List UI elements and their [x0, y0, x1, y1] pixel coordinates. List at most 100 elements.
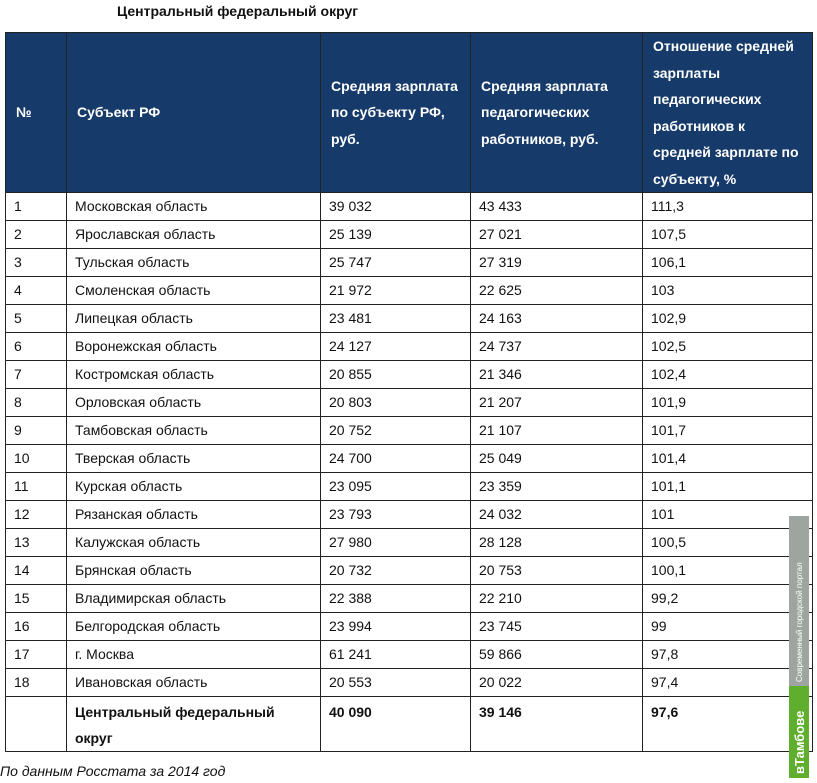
cell-subject: Владимирская область: [66, 584, 321, 613]
watermark-logo: Современный городской портал вТамбове: [789, 516, 809, 778]
cell-subject: Калужская область: [66, 528, 321, 557]
cell-avg-salary: 20 803: [320, 388, 471, 417]
cell-avg-salary: 20 553: [320, 668, 471, 697]
table-header: № Субъект РФ Средняя зарплата по субъект…: [5, 32, 813, 193]
table-row: 16 Белгородская область 23 994 23 745 99: [5, 612, 813, 641]
cell-num: 13: [5, 528, 67, 557]
cell-num: 3: [5, 248, 67, 277]
cell-teacher-salary: 24 032: [470, 500, 643, 529]
header-teacher-salary: Средняя зарплата педагогических работник…: [470, 32, 643, 193]
cell-teacher-salary: 23 359: [470, 472, 643, 501]
cell-teacher-salary: 27 319: [470, 248, 643, 277]
cell-num: 15: [5, 584, 67, 613]
watermark-brand: вТамбове: [789, 686, 809, 778]
cell-ratio: 102,9: [642, 304, 813, 333]
cell-subject: Воронежская область: [66, 332, 321, 361]
cell-subject: Рязанская область: [66, 500, 321, 529]
header-ratio: Отношение средней зарплаты педагогически…: [642, 32, 813, 193]
cell-teacher-salary: 20 022: [470, 668, 643, 697]
header-avg-salary: Средняя зарплата по субъекту РФ, руб.: [320, 32, 471, 193]
cell-avg-salary: 23 994: [320, 612, 471, 641]
cell-teacher-salary: 21 207: [470, 388, 643, 417]
cell-teacher-salary: 43 433: [470, 192, 643, 221]
cell-subject: Костромская область: [66, 360, 321, 389]
cell-subject: Курская область: [66, 472, 321, 501]
cell-ratio: 101,1: [642, 472, 813, 501]
cell-ratio: 99: [642, 612, 813, 641]
cell-subject: Тамбовская область: [66, 416, 321, 445]
cell-num: 14: [5, 556, 67, 585]
cell-num: 10: [5, 444, 67, 473]
cell-subject: Липецкая область: [66, 304, 321, 333]
cell-num: 4: [5, 276, 67, 305]
table-row: 7 Костромская область 20 855 21 346 102,4: [5, 360, 813, 389]
total-cell-avg-salary: 40 090: [320, 696, 471, 752]
cell-ratio: 100,1: [642, 556, 813, 585]
cell-subject: Московская область: [66, 192, 321, 221]
cell-teacher-salary: 25 049: [470, 444, 643, 473]
cell-avg-salary: 23 095: [320, 472, 471, 501]
table-row: 2 Ярославская область 25 139 27 021 107,5: [5, 220, 813, 249]
cell-teacher-salary: 59 866: [470, 640, 643, 669]
cell-subject: Тверская область: [66, 444, 321, 473]
cell-subject: Смоленская область: [66, 276, 321, 305]
table-row: 5 Липецкая область 23 481 24 163 102,9: [5, 304, 813, 333]
total-cell-subject: Центральный федеральный округ: [66, 696, 321, 752]
cell-num: 1: [5, 192, 67, 221]
cell-num: 18: [5, 668, 67, 697]
table-row: 12 Рязанская область 23 793 24 032 101: [5, 500, 813, 529]
cell-ratio: 100,5: [642, 528, 813, 557]
cell-subject: Белгородская область: [66, 612, 321, 641]
cell-teacher-salary: 21 346: [470, 360, 643, 389]
cell-avg-salary: 20 855: [320, 360, 471, 389]
table-row: 14 Брянская область 20 732 20 753 100,1: [5, 556, 813, 585]
cell-avg-salary: 25 747: [320, 248, 471, 277]
table-row: 6 Воронежская область 24 127 24 737 102,5: [5, 332, 813, 361]
cell-num: 5: [5, 304, 67, 333]
table-row: 15 Владимирская область 22 388 22 210 99,2: [5, 584, 813, 613]
cell-ratio: 102,5: [642, 332, 813, 361]
table-row: 1 Московская область 39 032 43 433 111,3: [5, 192, 813, 221]
cell-ratio: 102,4: [642, 360, 813, 389]
cell-teacher-salary: 21 107: [470, 416, 643, 445]
cell-ratio: 103: [642, 276, 813, 305]
cell-ratio: 97,8: [642, 640, 813, 669]
cell-avg-salary: 20 732: [320, 556, 471, 585]
table-row: 17 г. Москва 61 241 59 866 97,8: [5, 640, 813, 669]
total-cell-num: [5, 696, 67, 752]
cell-teacher-salary: 28 128: [470, 528, 643, 557]
table-row: 18 Ивановская область 20 553 20 022 97,4: [5, 668, 813, 697]
cell-subject: Ярославская область: [66, 220, 321, 249]
total-row: Центральный федеральный округ 40 090 39 14…: [5, 696, 813, 752]
table-row: 13 Калужская область 27 980 28 128 100,5: [5, 528, 813, 557]
cell-num: 16: [5, 612, 67, 641]
cell-avg-salary: 24 127: [320, 332, 471, 361]
cell-teacher-salary: 20 753: [470, 556, 643, 585]
cell-num: 2: [5, 220, 67, 249]
cell-num: 9: [5, 416, 67, 445]
cell-ratio: 107,5: [642, 220, 813, 249]
cell-ratio: 101,9: [642, 388, 813, 417]
cell-subject: Орловская область: [66, 388, 321, 417]
cell-ratio: 101,7: [642, 416, 813, 445]
cell-subject: Тульская область: [66, 248, 321, 277]
cell-num: 6: [5, 332, 67, 361]
watermark-tagline: Современный городской портал: [789, 516, 809, 686]
table-row: 11 Курская область 23 095 23 359 101,1: [5, 472, 813, 501]
cell-teacher-salary: 24 163: [470, 304, 643, 333]
cell-ratio: 97,4: [642, 668, 813, 697]
header-num: №: [5, 32, 67, 193]
cell-avg-salary: 21 972: [320, 276, 471, 305]
cell-avg-salary: 20 752: [320, 416, 471, 445]
cell-ratio: 101: [642, 500, 813, 529]
cell-num: 7: [5, 360, 67, 389]
page-title: Центральный федеральный округ: [117, 3, 359, 19]
table-row: 4 Смоленская область 21 972 22 625 103: [5, 276, 813, 305]
cell-num: 17: [5, 640, 67, 669]
cell-teacher-salary: 27 021: [470, 220, 643, 249]
cell-ratio: 106,1: [642, 248, 813, 277]
cell-subject: Ивановская область: [66, 668, 321, 697]
salary-table: № Субъект РФ Средняя зарплата по субъект…: [5, 32, 813, 752]
source-footnote: По данным Росстата за 2014 год: [0, 763, 226, 779]
cell-num: 11: [5, 472, 67, 501]
